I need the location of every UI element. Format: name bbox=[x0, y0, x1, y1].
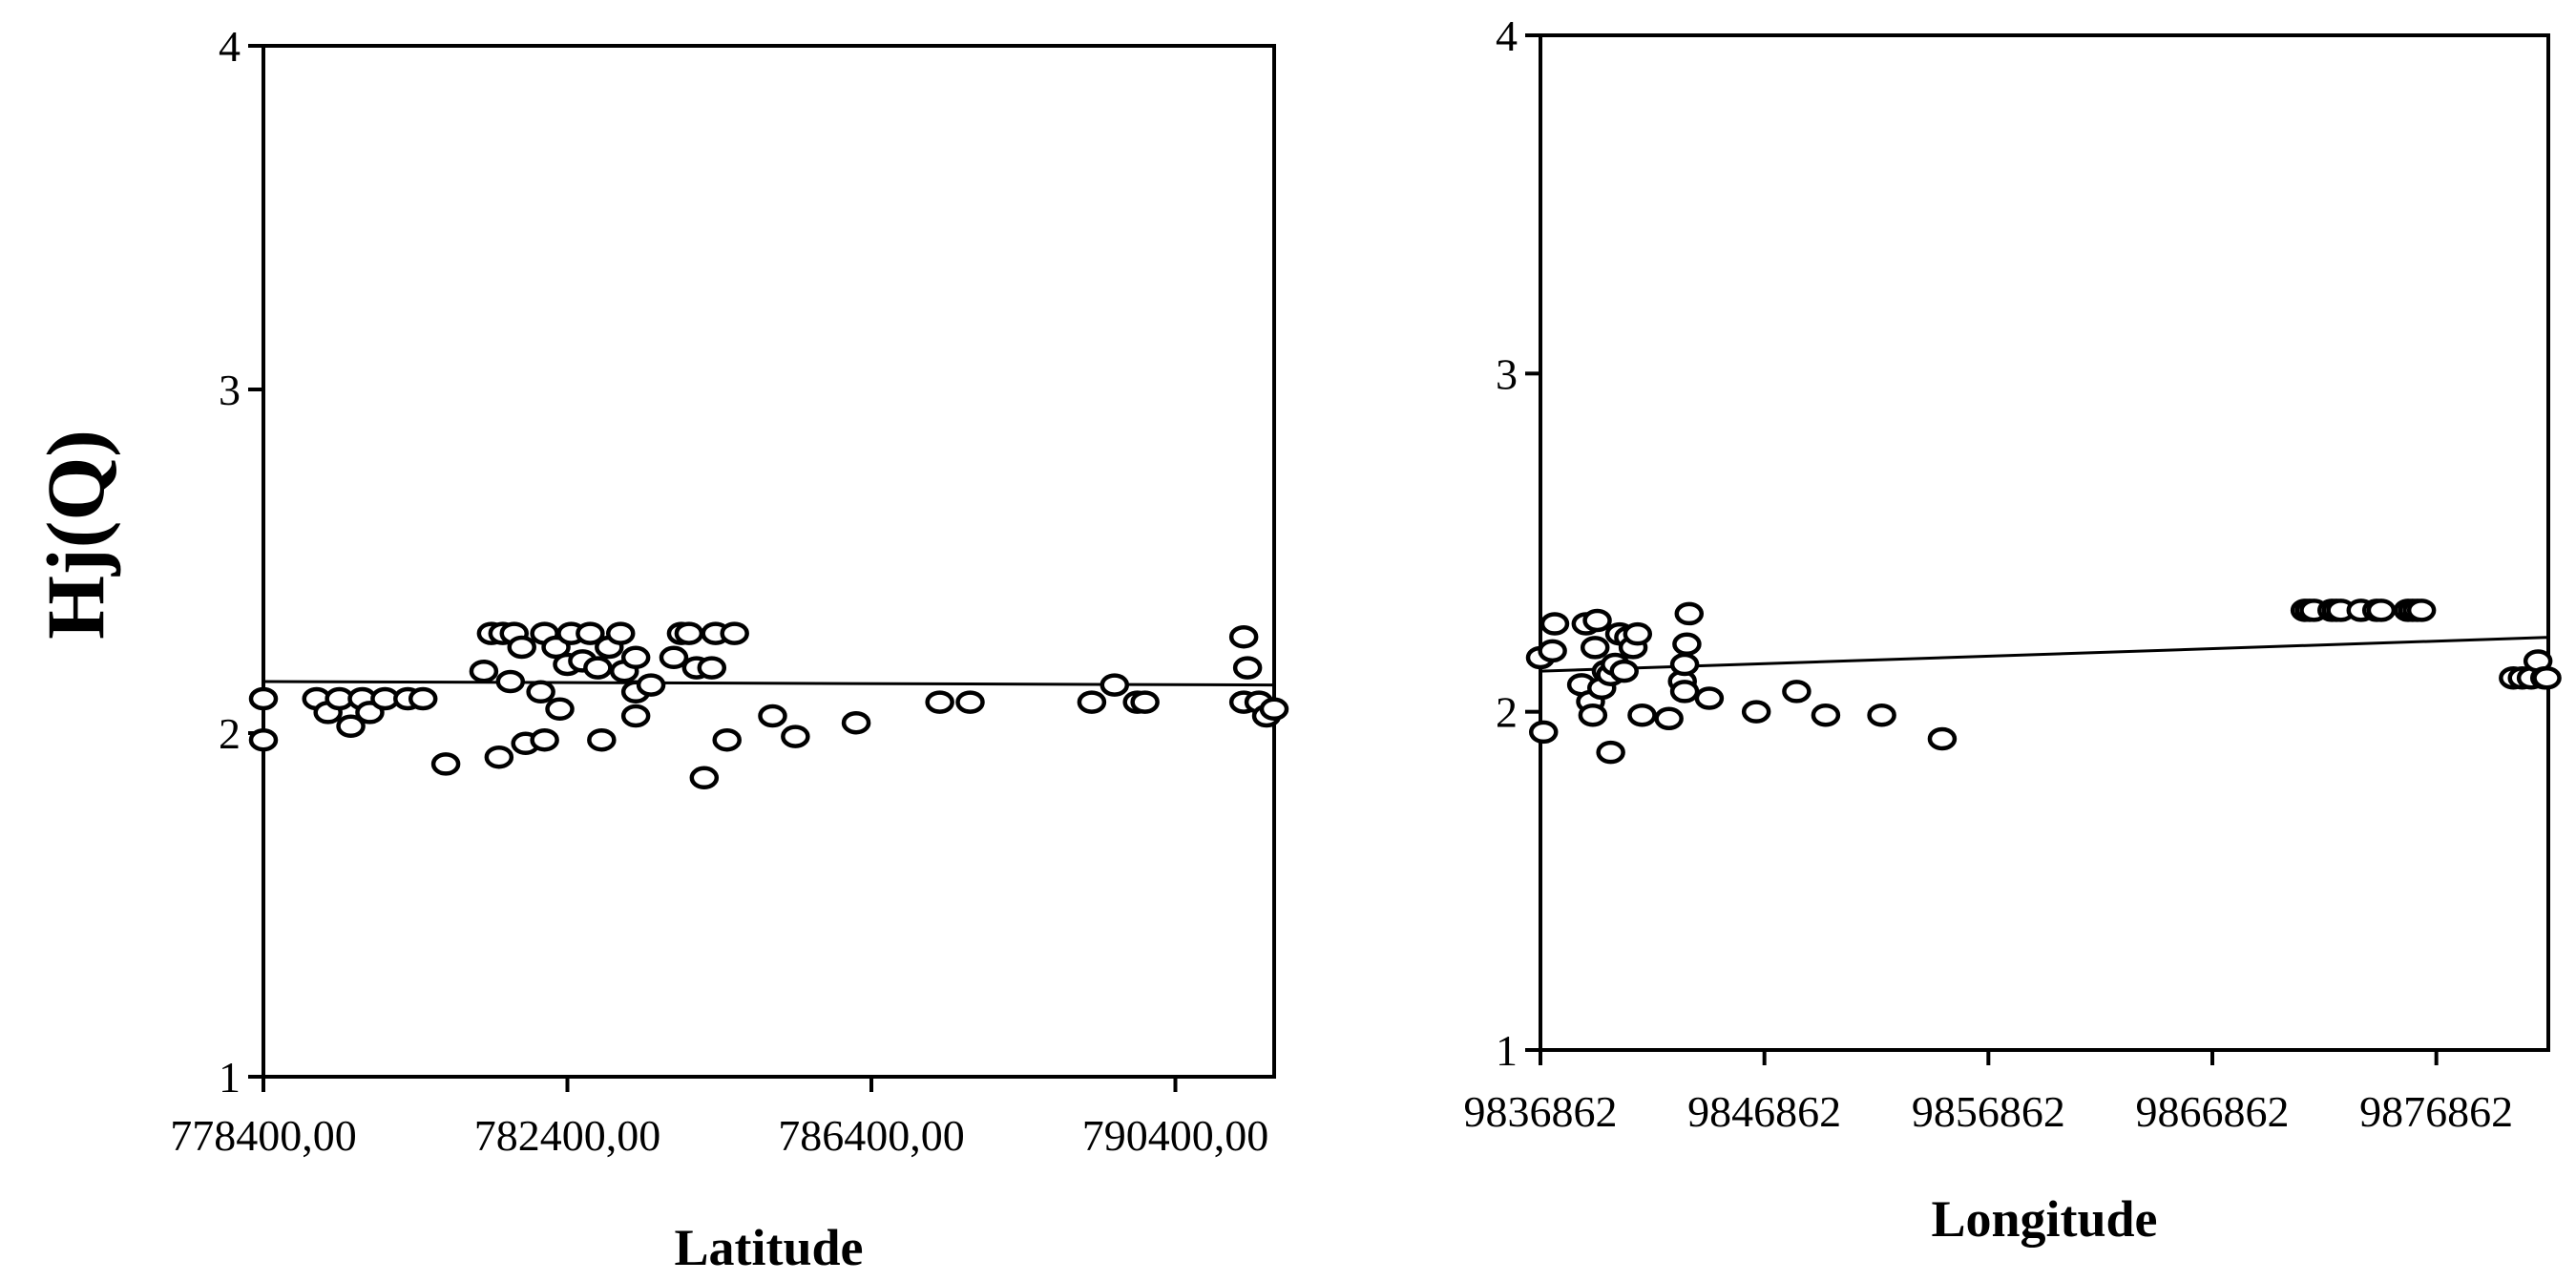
data-point bbox=[1228, 624, 1259, 649]
data-point bbox=[1654, 706, 1684, 731]
y-tick-label: 1 bbox=[1496, 1026, 1518, 1075]
data-point bbox=[583, 656, 613, 680]
data-point bbox=[1694, 686, 1725, 710]
data-point bbox=[248, 727, 279, 752]
data-point bbox=[659, 645, 689, 670]
data-point bbox=[689, 766, 720, 790]
data-point bbox=[430, 752, 461, 776]
data-point bbox=[955, 690, 985, 714]
plot-frame bbox=[262, 44, 1276, 1079]
data-point bbox=[1528, 720, 1559, 745]
y-tick-label: 1 bbox=[219, 1053, 241, 1102]
data-point bbox=[526, 680, 555, 704]
y-tick-label: 3 bbox=[219, 366, 241, 414]
data-point bbox=[1259, 697, 1289, 722]
y-axis-label: Hj(Q) bbox=[30, 430, 121, 640]
y-tick-label: 4 bbox=[1496, 11, 1518, 60]
x-axis-label: Latitude bbox=[674, 1219, 863, 1276]
data-point bbox=[1672, 632, 1702, 657]
trendline bbox=[1539, 636, 2549, 673]
data-point bbox=[2406, 598, 2437, 622]
data-point bbox=[1596, 740, 1625, 765]
data-point bbox=[469, 659, 499, 683]
data-point bbox=[1130, 690, 1160, 714]
data-point bbox=[408, 686, 438, 711]
y-tick-label: 2 bbox=[219, 709, 241, 758]
data-point bbox=[1077, 690, 1107, 714]
data-point bbox=[1927, 726, 1958, 751]
data-point bbox=[484, 745, 514, 769]
data-point bbox=[1669, 680, 1700, 704]
y-tick-label: 4 bbox=[219, 22, 241, 71]
x-tick-label: 786400,00 bbox=[778, 1111, 965, 1160]
data-point bbox=[495, 669, 526, 694]
data-point bbox=[1100, 673, 1130, 697]
x-tick-label: 9836862 bbox=[1464, 1087, 1618, 1136]
latitude-chart: 1 2 3 4 778400,00 782400,00 786400,00 790400,00… bbox=[170, 22, 1289, 1276]
data-point bbox=[1741, 700, 1771, 724]
x-tick-label: 9856862 bbox=[1912, 1087, 2065, 1136]
data-point bbox=[1580, 636, 1610, 660]
data-point bbox=[620, 704, 651, 728]
data-point bbox=[620, 645, 651, 670]
data-point bbox=[2532, 665, 2562, 690]
x-tick-label: 9876862 bbox=[2359, 1087, 2513, 1136]
x-tick-label: 778400,00 bbox=[170, 1111, 357, 1160]
x-tick-label: 9866862 bbox=[2136, 1087, 2290, 1136]
data-point bbox=[587, 727, 617, 752]
x-axis-label: Longitude bbox=[1931, 1190, 2157, 1248]
data-point bbox=[712, 727, 742, 752]
longitude-chart: 1 2 3 4 9836862 9846862 9856862 9866862 9876862 L… bbox=[1464, 11, 2562, 1248]
data-point bbox=[1867, 703, 1896, 727]
data-point bbox=[1627, 703, 1657, 727]
plot-frame bbox=[1539, 33, 2550, 1052]
data-point bbox=[1538, 639, 1567, 663]
data-point bbox=[1782, 680, 1812, 704]
y-tick-label: 3 bbox=[1496, 349, 1518, 398]
x-tick-label: 782400,00 bbox=[474, 1111, 661, 1160]
data-point bbox=[605, 621, 636, 645]
data-point bbox=[781, 724, 810, 748]
data-point bbox=[1578, 703, 1608, 727]
data-point bbox=[758, 704, 787, 728]
data-point bbox=[697, 656, 727, 680]
data-point bbox=[720, 621, 749, 645]
data-point bbox=[530, 727, 559, 752]
data-point bbox=[1674, 601, 1705, 626]
data-point bbox=[1582, 608, 1612, 633]
data-point bbox=[576, 621, 605, 645]
data-point bbox=[248, 686, 279, 711]
x-tick-label: 9846862 bbox=[1687, 1087, 1841, 1136]
data-point bbox=[1669, 652, 1700, 677]
data-point bbox=[1232, 656, 1263, 680]
data-point bbox=[1539, 612, 1570, 636]
data-point bbox=[1811, 703, 1841, 727]
data-point bbox=[1609, 659, 1639, 683]
data-point bbox=[674, 621, 704, 645]
data-point bbox=[336, 714, 366, 739]
x-tick-label: 790400,00 bbox=[1082, 1111, 1269, 1160]
data-point bbox=[507, 635, 536, 660]
data-point bbox=[545, 697, 575, 722]
data-point bbox=[1623, 621, 1653, 646]
y-tick-label: 2 bbox=[1496, 688, 1518, 737]
data-point bbox=[841, 710, 871, 735]
data-point bbox=[925, 690, 954, 714]
data-point bbox=[636, 673, 666, 697]
data-point bbox=[2366, 598, 2397, 622]
